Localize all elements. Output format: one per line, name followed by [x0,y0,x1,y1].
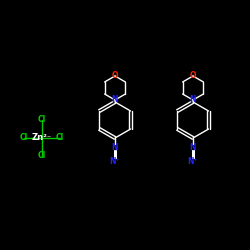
Text: N: N [190,96,196,104]
Text: N⁺: N⁺ [188,158,198,166]
Text: Zn²⁻: Zn²⁻ [32,134,52,142]
Text: N: N [190,142,196,152]
Text: N⁺: N⁺ [110,158,120,166]
Text: Cl: Cl [38,152,46,160]
Text: Cl: Cl [56,134,64,142]
Text: Cl: Cl [38,116,46,124]
Text: N: N [112,96,118,104]
Text: O: O [190,72,196,80]
Text: O: O [112,72,118,80]
Text: Cl: Cl [20,134,28,142]
Text: N: N [112,142,118,152]
